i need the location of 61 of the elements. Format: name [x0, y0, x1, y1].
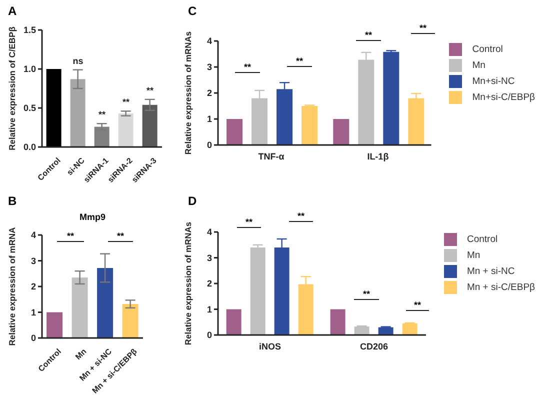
significance-bracket: **: [108, 231, 133, 243]
y-axis-title: Relative expression of mRNAs: [183, 222, 194, 346]
annotation: **: [116, 231, 125, 241]
x-tick-label: CD206: [360, 341, 388, 352]
significance-bracket: **: [289, 211, 313, 223]
significance-bracket: **: [235, 62, 260, 74]
x-tick-label: IL-1β: [367, 151, 390, 162]
text: B: [8, 194, 17, 208]
y-tick-label: 1: [206, 114, 212, 124]
y-tick-label: 3: [206, 62, 212, 72]
y-tick-label: 0.0: [23, 142, 36, 152]
y-axis-title: Relative expression of C/EBPβ: [7, 26, 18, 150]
y-tick-label: 1.5: [23, 25, 36, 36]
y-tick-label: 0.5: [23, 103, 36, 114]
legend-label: Control: [466, 234, 498, 245]
annotation: **: [98, 110, 106, 120]
x-tick-label: TNF-α: [258, 151, 285, 162]
y-tick-label: 2: [30, 282, 36, 292]
annotation: **: [362, 289, 371, 299]
annotation: **: [146, 85, 154, 96]
y-tick-label: 2: [206, 278, 212, 289]
text: D: [188, 194, 197, 208]
y-tick-label: 2: [206, 88, 212, 98]
y-axis-title: Relative expression of mRNA: [7, 227, 18, 346]
x-tick-label: Mn: [74, 346, 88, 362]
legend-label: Mn+si-C/EBPβ: [472, 92, 535, 103]
annotation: **: [242, 62, 252, 72]
legend-label: Control: [472, 44, 503, 55]
y-axis-title: Relative expression of mRNAs: [183, 31, 194, 155]
legend-label: Mn: [466, 250, 480, 261]
y-tick-label: 0: [206, 140, 212, 150]
legend-label: Mn+si-NC: [472, 76, 515, 87]
legend-label: Mn + si-NC: [466, 266, 515, 277]
annotation: **: [412, 300, 422, 310]
y-tick-label: 1: [206, 304, 212, 314]
x-tick-label: iNOS: [258, 341, 281, 352]
significance-bracket: **: [356, 30, 381, 42]
legend-label: Mn + si-C/EBPβ: [466, 282, 535, 293]
significance-bracket: **: [237, 217, 261, 229]
significance-bracket: **: [287, 56, 312, 68]
annotation: **: [122, 97, 130, 108]
significance-bracket: **: [354, 289, 379, 301]
y-tick-label: 3: [206, 252, 212, 263]
text: C: [188, 4, 197, 18]
legend-label: Mn: [472, 60, 486, 71]
y-tick-label: 4: [206, 36, 212, 46]
y-tick-label: 1.0: [23, 64, 36, 74]
annotation: ns: [72, 56, 84, 66]
significance-bracket: **: [411, 23, 435, 35]
y-tick-label: 0: [206, 330, 212, 340]
y-tick-label: 0: [30, 333, 36, 344]
annotation: **: [294, 56, 304, 66]
significance-bracket: **: [406, 300, 429, 312]
y-tick-label: 3: [30, 256, 36, 266]
y-tick-label: 1: [30, 307, 36, 318]
y-tick-label: 4: [30, 230, 36, 240]
annotation: **: [66, 231, 75, 241]
significance-bracket: **: [57, 231, 84, 243]
text: A: [8, 4, 17, 18]
y-tick-label: 4: [206, 227, 212, 238]
chart-title: Mmp9: [78, 212, 106, 222]
